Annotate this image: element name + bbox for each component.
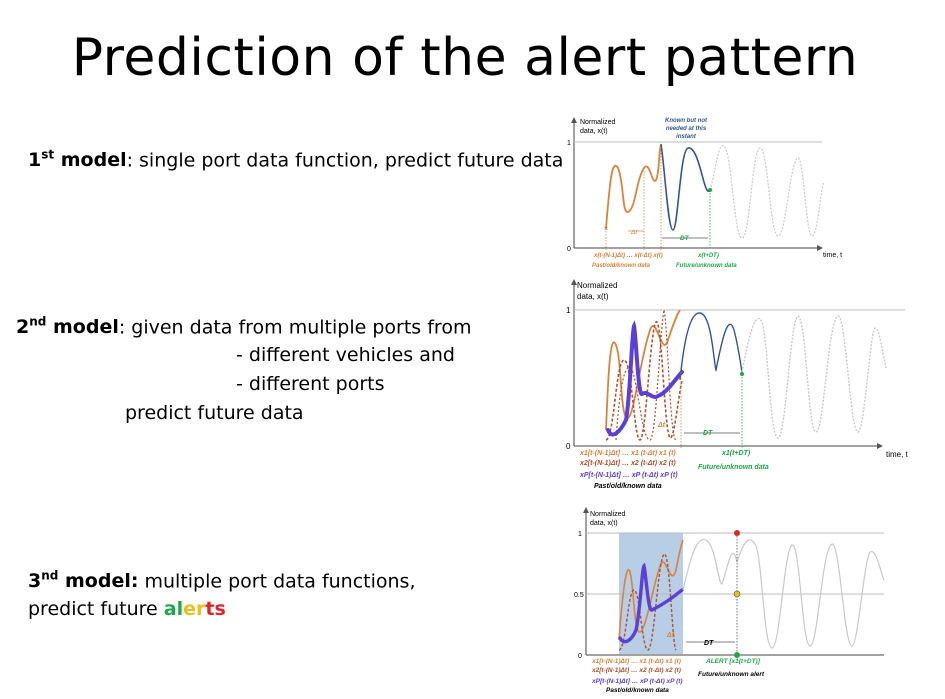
d3-alert-label: ALERT [x1(t+DT)] <box>705 658 761 665</box>
d2-tick-1: 1 <box>566 306 571 315</box>
d2-series2-curve <box>605 321 683 441</box>
d2-tick-0: 0 <box>566 442 571 451</box>
d3-series2-curve <box>618 553 677 651</box>
d3-delta-t: Δt <box>666 632 675 639</box>
d3-row2: x2[t-(N-1)Δt] … x2 (t-Δt) x2 (t) <box>591 667 681 674</box>
d1-first-marker: × <box>604 226 608 233</box>
d3-tick-0: 0 <box>578 653 582 660</box>
d2-series1-curve <box>605 309 681 431</box>
d3-alert-red-point <box>734 530 740 536</box>
d3-seriesP-curve <box>618 562 684 644</box>
d1-ylabel-2: data, x(t) <box>580 128 608 135</box>
d1-tick-0: 0 <box>567 246 571 253</box>
model3-line2: predict future alerts <box>28 598 226 620</box>
d2-row3: xP[t-(N-1)Δt] … xP (t-Δt) xP (t) <box>579 472 678 479</box>
d1-past-curve <box>605 143 662 229</box>
d1-known-note-1: Known but not <box>665 118 708 124</box>
d2-future-point <box>740 372 744 376</box>
d3-known-curve <box>682 539 738 591</box>
d3-future-curve <box>736 539 885 649</box>
d2-future-caption: Future/unknown data <box>698 464 769 471</box>
model2-text: 2nd model: given data from multiple port… <box>16 315 471 338</box>
d2-ylabel-2: data, x(t) <box>577 292 609 301</box>
d1-future-curve <box>709 145 825 239</box>
model2-line4: predict future data <box>125 402 304 424</box>
slide-title: Prediction of the alert pattern <box>71 28 859 88</box>
model1-text: 1st model: single port data function, pr… <box>28 148 563 171</box>
d2-seriesP-curve <box>606 320 684 437</box>
model2-line1: : given data from multiple ports from <box>118 316 472 339</box>
d1-known-note-3: instant <box>676 134 697 140</box>
d3-ylabel-1: Normalized <box>590 511 626 518</box>
d2-row1: x1[t-(N-1)Δt] … x1 (t-Δt) x1 (t) <box>579 450 676 457</box>
d1-future-caption: Future/unknown data <box>676 263 737 269</box>
d3-DT: DT <box>704 640 714 647</box>
d1-future-point <box>708 188 712 192</box>
model3-text: 3nd model: multiple port data functions, <box>28 569 416 592</box>
d1-tick-1: 1 <box>567 140 571 147</box>
d3-tick-05: 0.5 <box>574 592 584 599</box>
model3-name: 3nd model: <box>28 569 139 593</box>
d2-future-label: x1(t+DT) <box>721 450 751 457</box>
d2-ylabel-1: Normalized <box>577 281 617 290</box>
d1-known-curve <box>660 143 711 231</box>
d2-future-curve <box>741 315 887 439</box>
d1-past-caption: Past/old/known data <box>592 263 651 269</box>
d1-future-label: x(t+DT) <box>697 253 719 259</box>
alert-part-green: al <box>163 598 184 620</box>
d1-delta-t: Δt <box>630 229 638 236</box>
model2-line2: - different vehicles and <box>236 344 455 366</box>
model1-name: 1st model <box>28 148 127 172</box>
model2-line3: - different ports <box>236 373 385 395</box>
d1-DT: DT <box>680 235 690 242</box>
model2-name: 2nd model <box>16 315 119 339</box>
d2-known-curve <box>679 312 743 381</box>
d1-ylabel-1: Normalized <box>580 119 616 126</box>
alert-part-yellow: er <box>183 598 206 620</box>
d3-row1: x1[t-(N-1)Δt] … x1 (t-Δt) x1 (t) <box>591 658 681 665</box>
model3-line1: multiple port data functions, <box>138 570 416 593</box>
diagram3: Normalized data, x(t) 1 0.5 0 Δt DT x1[t… <box>574 507 885 694</box>
diagram2: Normalized data, x(t) 1 0 Δt DT x1[t-(N-… <box>566 279 909 490</box>
d2-xaxis-label: time, t <box>886 450 909 459</box>
d3-past-caption: Past/old/known data <box>606 687 669 694</box>
d3-future-caption: Future/unknown alert <box>698 671 765 678</box>
d2-DT: DT <box>703 430 713 437</box>
diagram1: Normalized data, x(t) 1 0 × Δt DT x(t-(N… <box>567 117 842 269</box>
alert-part-red: ts <box>205 598 226 620</box>
d2-row2: x2[t-(N-1)Δt] … x2 (t-Δt) x2 (t) <box>579 460 676 467</box>
d3-tick-1: 1 <box>578 531 582 538</box>
d2-series2b-curve <box>615 309 677 441</box>
d3-alert-yellow-point <box>733 590 741 598</box>
d3-series1-curve <box>618 539 684 641</box>
d1-xaxis-label: time, t <box>823 252 842 259</box>
d3-ylabel-2: data, x(t) <box>590 520 618 527</box>
d3-row3: xP[t-(N-1)Δt] … xP (t-Δt) xP (t) <box>591 678 683 685</box>
d2-delta-t: Δt <box>657 422 666 429</box>
d1-known-note-2: needed at this <box>666 126 707 132</box>
d1-x-labels: x(t-(N-1)Δt) … x(t-Δt) x(t) <box>593 253 663 259</box>
d2-past-caption: Past/old/known data <box>594 483 662 490</box>
model1-description: : single port data function, predict fut… <box>126 149 564 172</box>
d3-alert-green-point <box>734 652 740 658</box>
